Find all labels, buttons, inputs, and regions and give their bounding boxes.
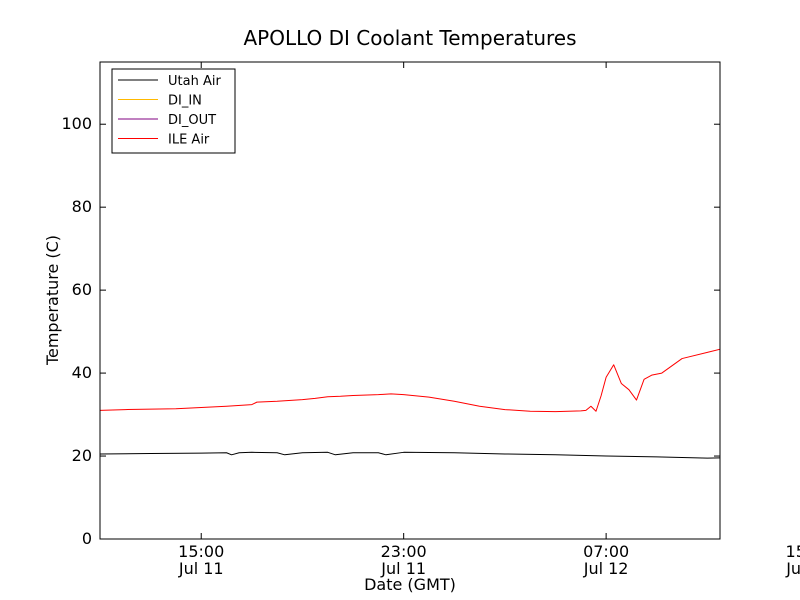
y-tick-label: 40 [72,363,92,382]
y-tick-label: 60 [72,280,92,299]
x-tick-time-label: 07:00 [583,542,629,561]
legend-entry-label: DI_IN [168,94,202,109]
x-axis-label: Date (GMT) [364,575,456,594]
plot-frame [99,61,721,540]
chart-title: APOLLO DI Coolant Temperatures [243,26,576,50]
legend: Utah Air DI_IN DI_OUT ILE Air [111,68,236,154]
x-tick-date-label: Jul 11 [178,559,224,578]
legend-entry-label: ILE Air [168,133,210,148]
x-tick-date-label: Jul 12 [583,559,629,578]
x-tick-date-label: Jul 11 [380,559,426,578]
x-tick-date-label: Jul 12 [785,559,800,578]
legend-entry-label: Utah Air [168,74,221,89]
legend-entry-label: DI_OUT [168,113,216,128]
y-tick-label: 20 [72,446,92,465]
y-axis-label: Temperature (C) [43,235,62,366]
y-tick-label: 0 [82,529,92,548]
x-tick-time-label: 15:00 [786,542,800,561]
series-layer [100,348,720,459]
x-tick-time-label: 15:00 [178,542,224,561]
series-line-utah-air [100,451,720,459]
x-tick-time-label: 23:00 [381,542,427,561]
y-tick-label: 100 [61,114,92,133]
series-line-ile-air [100,348,720,413]
y-tick-label: 80 [72,197,92,216]
